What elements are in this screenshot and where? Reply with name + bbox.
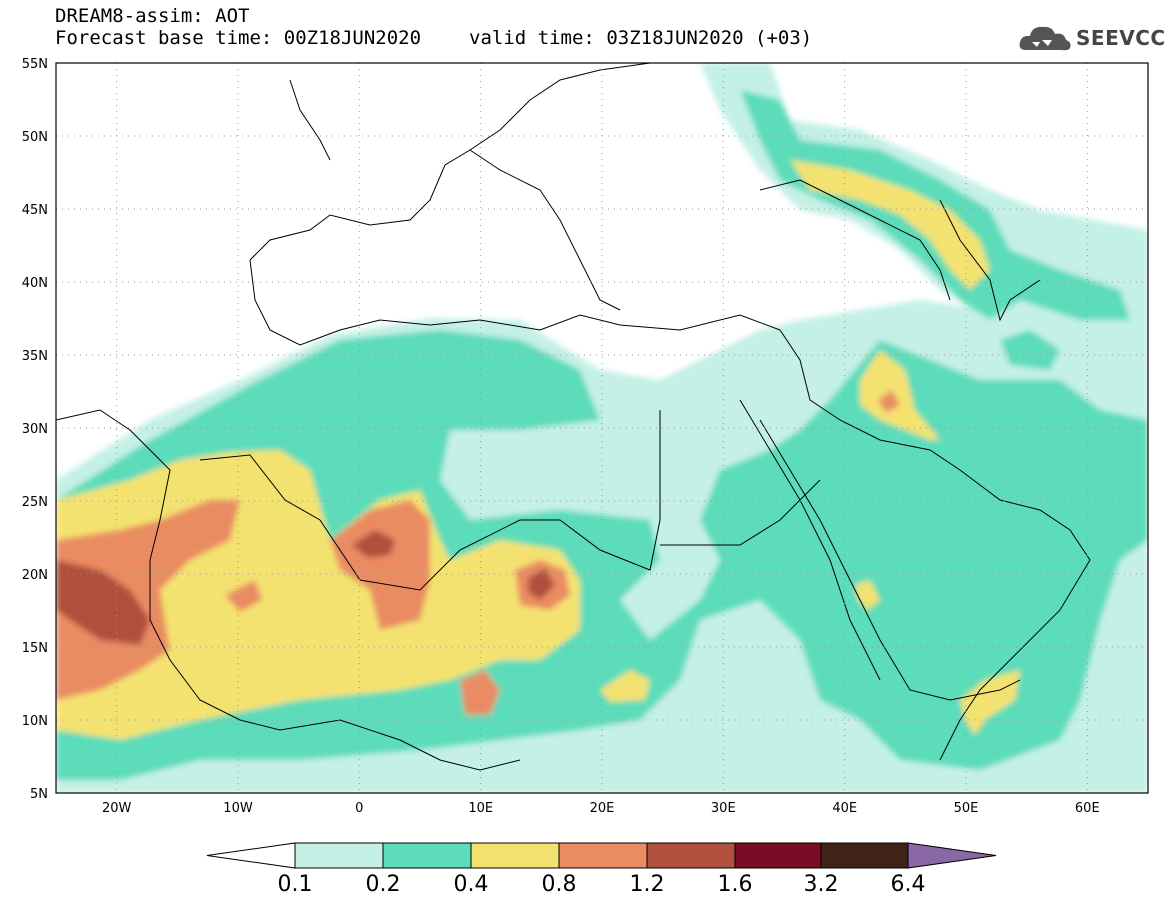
lat-tick: 25N xyxy=(22,495,48,510)
map-title: DREAM8-assim: AOT xyxy=(55,5,250,27)
lon-tick: 20W xyxy=(102,801,132,816)
colorbar-low-arrow xyxy=(206,842,296,869)
lat-tick: 40N xyxy=(22,276,48,291)
lon-tick: 60E xyxy=(1075,801,1100,816)
lat-tick: 20N xyxy=(22,568,48,583)
colorbar-swatch xyxy=(470,842,560,869)
map-frame xyxy=(55,62,1149,794)
logo-text: SEEVCCC xyxy=(1076,26,1165,50)
lon-tick: 0 xyxy=(355,801,363,816)
colorbar-label: 0.4 xyxy=(454,872,489,897)
seevccc-logo: SEEVCCC xyxy=(1018,20,1165,60)
colorbar xyxy=(206,842,997,869)
colorbar-label: 6.4 xyxy=(891,872,926,897)
colorbar-high-arrow xyxy=(907,842,997,869)
lat-tick: 5N xyxy=(30,787,48,802)
colorbar-label: 0.2 xyxy=(366,872,401,897)
colorbar-swatch xyxy=(734,842,822,869)
lat-tick: 50N xyxy=(22,130,48,145)
lat-tick: 45N xyxy=(22,203,48,218)
colorbar-label: 3.2 xyxy=(804,872,839,897)
lon-tick: 10W xyxy=(223,801,253,816)
colorbar-swatch xyxy=(382,842,472,869)
colorbar-label: 0.8 xyxy=(542,872,577,897)
lon-tick: 50E xyxy=(954,801,979,816)
lat-axis: 5N 10N 15N 20N 25N 30N 35N 40N 45N 50N 5… xyxy=(22,57,48,802)
map-subtitle: Forecast base time: 00Z18JUN2020 valid ti… xyxy=(55,27,812,49)
colorbar-label: 1.2 xyxy=(630,872,665,897)
coastlines xyxy=(56,63,1091,771)
base-time: Forecast base time: 00Z18JUN2020 xyxy=(55,27,422,49)
lon-tick: 20E xyxy=(590,801,615,816)
colorbar-labels: 0.1 0.2 0.4 0.8 1.2 1.6 3.2 6.4 xyxy=(278,872,926,897)
lat-lon-grid xyxy=(56,63,1148,793)
valid-time: valid time: 03Z18JUN2020 (+03) xyxy=(469,27,813,49)
cloud-icon xyxy=(1019,26,1071,51)
colorbar-label: 0.1 xyxy=(278,872,313,897)
lon-axis: 20W 10W 0 10E 20E 30E 40E 50E 60E xyxy=(102,801,1100,816)
colorbar-swatch xyxy=(558,842,648,869)
lon-tick: 30E xyxy=(711,801,736,816)
lat-tick: 10N xyxy=(22,714,48,729)
lat-tick: 55N xyxy=(22,57,48,72)
lat-tick: 15N xyxy=(22,641,48,656)
colorbar-swatch xyxy=(820,842,909,869)
lon-tick: 40E xyxy=(832,801,857,816)
colorbar-swatch xyxy=(646,842,736,869)
lat-tick: 35N xyxy=(22,349,48,364)
colorbar-label: 1.6 xyxy=(718,872,753,897)
colorbar-swatch xyxy=(294,842,384,869)
lat-tick: 30N xyxy=(22,422,48,437)
lon-tick: 10E xyxy=(468,801,493,816)
